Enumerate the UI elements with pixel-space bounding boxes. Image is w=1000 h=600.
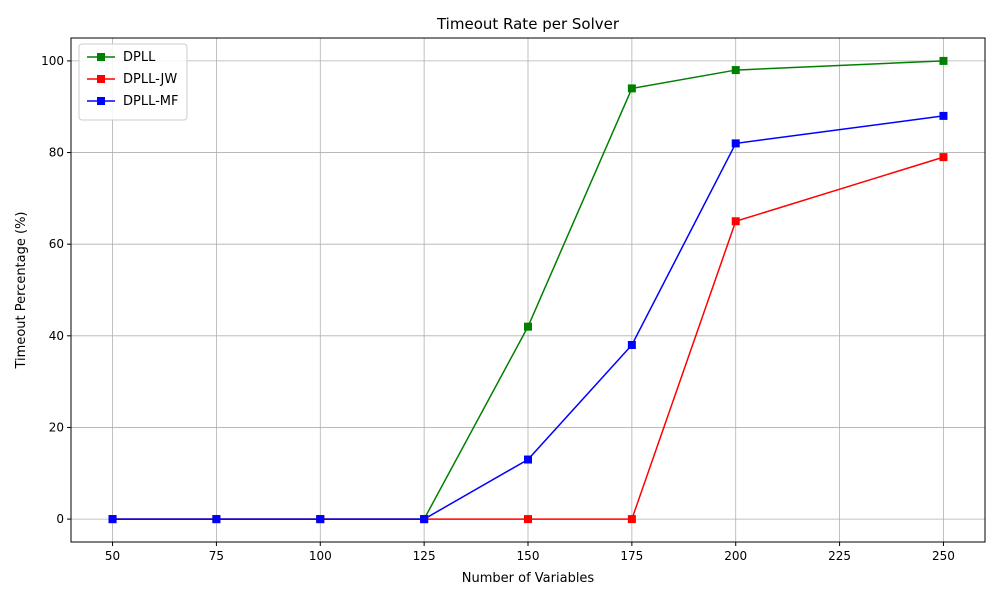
y-tick-label: 80 (49, 146, 64, 160)
legend: DPLL DPLL-JW DPLL-MF (78, 43, 188, 121)
legend-label: DPLL-JW (123, 72, 177, 87)
series-layer (108, 56, 948, 524)
y-tick-label: 40 (49, 329, 64, 343)
x-tick-label: 175 (620, 549, 643, 563)
legend-marker (97, 97, 105, 105)
data-point (316, 515, 325, 524)
y-tick-label: 100 (41, 54, 64, 68)
series-line (112, 115, 944, 520)
data-point (939, 111, 948, 120)
data-point (108, 515, 117, 524)
x-tick-label: 225 (828, 549, 851, 563)
legend-marker (97, 53, 105, 61)
series-dpll-mf (108, 111, 948, 524)
x-tick-label: 75 (209, 549, 224, 563)
x-tick-label: 150 (517, 549, 540, 563)
x-tick-label: 250 (932, 549, 955, 563)
x-tick-label: 50 (105, 549, 120, 563)
data-point (524, 322, 532, 331)
legend-marker (97, 75, 105, 83)
y-tick-label: 60 (49, 237, 64, 251)
legend-label: DPLL (123, 50, 156, 65)
data-point (212, 515, 221, 524)
data-point (524, 515, 532, 524)
data-point (731, 217, 740, 226)
chart-title: Timeout Rate per Solver (436, 15, 620, 33)
y-tick-label: 0 (56, 512, 64, 526)
data-point (731, 139, 740, 148)
x-tick-label: 200 (724, 549, 747, 563)
x-axis-title: Number of Variables (462, 571, 595, 586)
axis-ticks: 50 75 100 125 150 175 200 225 250 0 20 40 60 80 100 (41, 54, 955, 563)
legend-entry: DPLL-JW (87, 72, 177, 87)
data-point (627, 340, 636, 349)
y-axis-title: Timeout Percentage (%) (14, 212, 29, 370)
data-point (939, 56, 948, 65)
legend-label: DPLL-MF (123, 94, 179, 109)
data-point (420, 515, 429, 524)
legend-entry: DPLL (87, 50, 156, 65)
x-tick-label: 100 (309, 549, 332, 563)
x-tick-label: 125 (413, 549, 436, 563)
y-tick-label: 20 (49, 420, 64, 434)
data-point (524, 455, 532, 464)
legend-entry: DPLL-MF (87, 94, 179, 109)
data-point (731, 66, 740, 75)
data-point (627, 84, 636, 93)
data-point (627, 515, 636, 524)
data-point (939, 153, 948, 162)
